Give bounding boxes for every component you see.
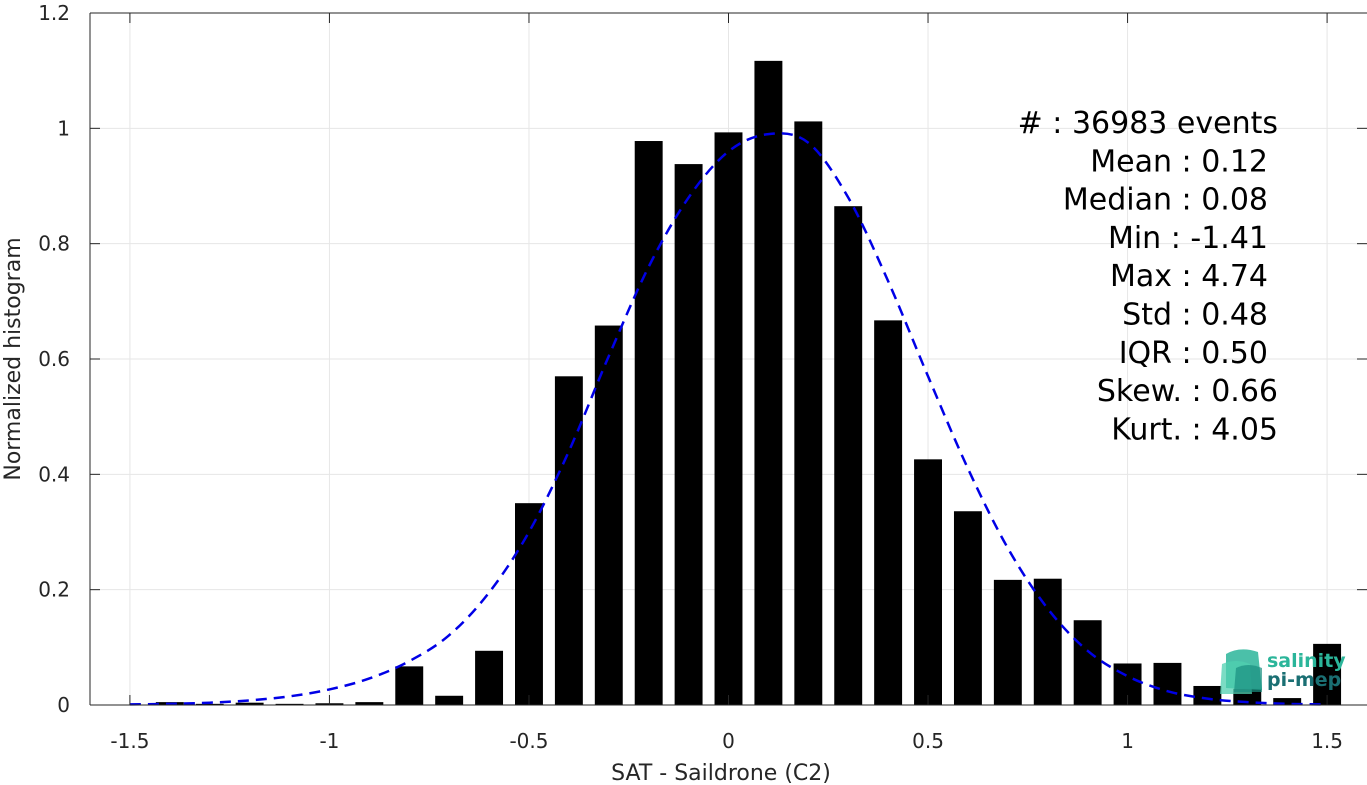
histogram-bars (155, 60, 1342, 705)
x-tick-label: 0.5 (912, 729, 944, 753)
x-tick-label: 0 (722, 729, 735, 753)
histogram-bar (874, 320, 903, 705)
stat-line: # : 36983 events (1018, 106, 1278, 141)
logo-text-salinity: salinity (1267, 650, 1346, 672)
y-tick-label: 1 (57, 116, 70, 140)
x-tick-label: -1.5 (110, 729, 149, 753)
stat-line: Min : -1.41 (1108, 221, 1268, 256)
histogram-bar (275, 703, 304, 705)
histogram-bar (914, 459, 942, 705)
logo-text-pi-mep: pi-mep (1267, 669, 1341, 691)
histogram-bar (754, 60, 783, 705)
histogram-bar (674, 164, 703, 705)
histogram-bar (235, 702, 264, 705)
x-tick-label: 1 (1121, 729, 1134, 753)
histogram-bar (714, 132, 743, 705)
histogram-bar (953, 511, 982, 705)
x-axis-label: SAT - Saildrone (C2) (611, 761, 831, 785)
y-axis-label: Normalized histogram (1, 237, 26, 480)
x-tick-label: 1.5 (1311, 729, 1343, 753)
y-tick-label: 0 (57, 693, 70, 717)
logo-mark-icon (1220, 649, 1262, 694)
x-tick-label: -0.5 (509, 729, 548, 753)
stat-line: IQR : 0.50 (1119, 336, 1268, 371)
histogram-bar (515, 503, 543, 705)
y-tick-label: 0.6 (38, 347, 70, 371)
histogram-bar (475, 650, 504, 705)
histogram-bar (1033, 578, 1062, 705)
y-axis-ticks: 0 0.2 0.4 0.6 0.8 1 1.2 (38, 1, 1367, 717)
histogram-bar (594, 325, 623, 705)
histogram-bar (634, 141, 663, 705)
histogram-bar (1193, 685, 1222, 705)
stat-line: Std : 0.48 (1122, 298, 1268, 333)
y-tick-label: 0.4 (38, 462, 70, 486)
histogram-bar (355, 702, 384, 705)
x-axis-ticks: -1.5 -1 -0.5 0 0.5 1 1.5 (110, 13, 1343, 753)
stat-line: Mean : 0.12 (1090, 144, 1268, 179)
histogram-bar (395, 666, 424, 705)
histogram-bar (195, 703, 224, 705)
stat-line: Median : 0.08 (1063, 183, 1268, 218)
histogram-bar (1273, 698, 1302, 705)
salinity-pi-mep-logo: salinity pi-mep (1220, 649, 1346, 694)
histogram-bar (1073, 620, 1102, 705)
histogram-bar (794, 121, 823, 705)
x-tick-label: -1 (319, 729, 339, 753)
histogram-bar (435, 695, 464, 705)
stat-line: Skew. : 0.66 (1097, 374, 1278, 409)
histogram-bar (1313, 643, 1342, 705)
histogram-bar (834, 206, 863, 705)
stat-line: Kurt. : 4.05 (1111, 412, 1278, 447)
stat-line: Max : 4.74 (1110, 259, 1268, 294)
histogram-bar (993, 579, 1022, 705)
y-tick-label: 1.2 (38, 1, 70, 25)
y-tick-label: 0.2 (38, 578, 70, 602)
histogram-bar (1153, 662, 1182, 705)
y-tick-label: 0.8 (38, 232, 70, 256)
